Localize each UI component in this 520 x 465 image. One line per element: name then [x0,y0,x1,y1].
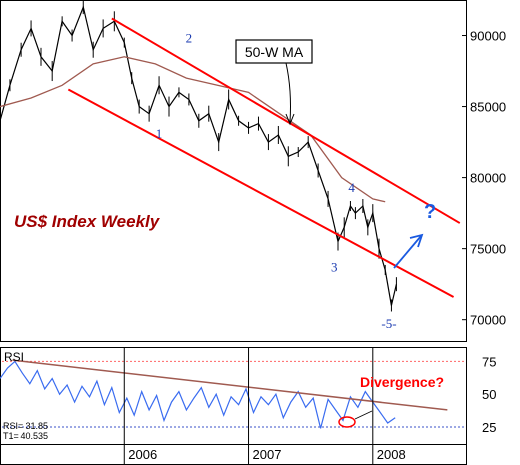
rsi-y-tick-label: 75 [482,354,496,369]
wave-label: 1 [156,126,163,141]
ma-label-pointer [285,62,291,123]
wave-label: -5- [381,316,396,331]
channel-upper-line [111,17,461,224]
ma-line [0,56,386,203]
x-tick-label: 2007 [253,447,282,462]
price-y-tick-label: 85000 [470,100,506,115]
price-line [0,5,397,306]
channel-lower-line [67,88,455,298]
divergence-circle [338,416,356,428]
x-tick-label: 2006 [128,447,157,462]
t1-readout-label: T1= [3,431,19,441]
divergence-label: Divergence? [360,374,444,390]
wave-label: 3 [331,259,338,274]
wave-label: 4 [348,180,355,195]
forecast-question-mark: ? [424,201,436,223]
ma-label: 50-W MA [245,44,304,60]
forecast-up-arrow [393,233,424,269]
price-y-tick-label: 75000 [470,242,506,257]
price-y-tick-label: 90000 [470,29,506,44]
price-y-tick-label: 80000 [470,171,506,186]
rsi-y-tick-label: 50 [482,387,496,402]
t1-readout-value: 40.535 [20,431,48,441]
price-y-tick-label: 70000 [470,313,506,328]
rsi-line [0,360,396,429]
rsi-readout-label: RSI= [3,421,23,431]
x-tick-label: 2008 [377,447,406,462]
wave-label: 2 [186,31,193,46]
rsi-panel-frame [0,347,467,445]
ma-label-box: 50-W MA [235,39,313,64]
rsi-readout-value: 31.85 [25,421,48,431]
price-panel-frame [0,0,467,342]
ma-label-pointer-head [285,113,295,126]
rsi-y-tick-label: 25 [482,420,496,435]
rsi-trendline [12,359,448,411]
chart-title: US$ Index Weekly [14,212,161,231]
rsi-panel-title: RSI [4,350,24,364]
divergence-pointer [354,410,373,420]
